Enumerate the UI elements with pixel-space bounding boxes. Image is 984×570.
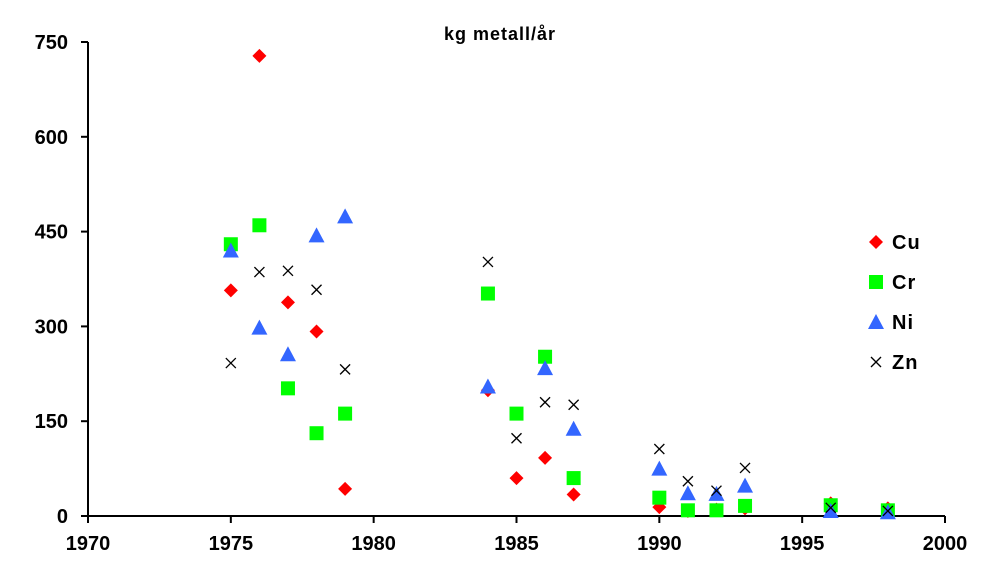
legend-marker-cr <box>869 275 883 289</box>
y-tick-label: 450 <box>35 222 68 244</box>
data-point-cu <box>509 471 524 486</box>
chart-title: kg metall/år <box>444 24 556 44</box>
data-point-cu <box>538 450 553 465</box>
series-zn <box>225 256 894 517</box>
series-cu <box>223 48 895 518</box>
data-point-ni <box>308 227 325 243</box>
data-point-cr <box>738 498 753 513</box>
data-point-zn <box>682 475 694 487</box>
data-point-cr <box>480 286 495 301</box>
data-point-zn <box>482 256 494 268</box>
x-tick-label: 1985 <box>494 533 539 555</box>
data-point-cr <box>280 381 295 396</box>
legend: Cu Cr Ni Zn <box>868 232 921 374</box>
data-point-zn <box>282 265 294 277</box>
data-point-zn <box>339 363 351 375</box>
data-point-cr <box>538 349 553 364</box>
data-point-cr <box>709 503 724 518</box>
data-point-cr <box>252 218 267 233</box>
data-point-zn <box>882 505 894 517</box>
legend-label-cr: Cr <box>892 272 916 294</box>
data-point-zn <box>311 284 322 296</box>
data-point-cu <box>252 48 267 63</box>
data-point-ni <box>222 242 239 258</box>
data-point-zn <box>539 396 551 408</box>
data-point-zn <box>711 485 722 497</box>
data-point-zn <box>511 432 522 444</box>
legend-marker-ni <box>868 314 884 329</box>
data-point-zn <box>825 502 837 514</box>
data-point-cr <box>338 406 353 421</box>
plot-area <box>222 48 896 520</box>
data-point-cu <box>309 324 324 339</box>
data-point-zn <box>225 357 237 369</box>
x-tick-label: 1970 <box>66 533 111 555</box>
legend-item-cr: Cr <box>869 272 916 294</box>
data-point-ni <box>479 378 496 394</box>
x-tick-label: 1990 <box>637 533 682 555</box>
legend-label-ni: Ni <box>892 312 914 334</box>
series-cr <box>223 218 895 518</box>
data-point-cu <box>566 487 581 502</box>
y-tick-label: 150 <box>35 411 68 433</box>
legend-item-cu: Cu <box>869 232 921 254</box>
data-point-zn <box>653 443 665 455</box>
axes: 0 150 300 450 600 750 1970 1975 1980 1985 1990 1995… <box>35 32 968 555</box>
y-tick-label: 600 <box>35 127 68 149</box>
data-point-ni <box>279 346 296 362</box>
data-point-cr <box>680 503 695 518</box>
y-tick-label: 0 <box>57 506 68 528</box>
data-point-ni <box>737 477 754 493</box>
data-point-ni <box>565 420 582 436</box>
y-tick-label: 750 <box>35 32 68 54</box>
data-point-ni <box>822 502 839 518</box>
legend-label-cu: Cu <box>892 232 921 254</box>
data-point-cr <box>309 426 324 441</box>
data-point-cr <box>509 406 524 421</box>
x-tick-label: 2000 <box>923 533 968 555</box>
data-point-cu <box>280 295 295 310</box>
legend-label-zn: Zn <box>892 352 918 374</box>
y-tick-label: 300 <box>35 316 68 338</box>
data-point-zn <box>568 399 580 411</box>
legend-marker-zn <box>870 356 882 368</box>
data-point-ni <box>651 460 668 476</box>
data-point-ni <box>251 319 268 335</box>
data-point-zn <box>739 462 751 474</box>
data-point-ni <box>679 485 696 501</box>
data-point-ni <box>537 360 554 376</box>
x-tick-label: 1975 <box>209 533 254 555</box>
data-point-cr <box>566 471 581 486</box>
data-point-cr <box>652 490 667 505</box>
series-ni <box>222 208 896 520</box>
data-point-ni <box>337 208 354 224</box>
legend-marker-cu <box>869 235 883 249</box>
legend-item-ni: Ni <box>868 312 914 334</box>
data-point-cu <box>338 481 353 496</box>
data-point-cu <box>223 283 238 298</box>
x-tick-label: 1980 <box>351 533 396 555</box>
legend-item-zn: Zn <box>870 352 918 374</box>
data-point-zn <box>253 266 265 278</box>
data-point-ni <box>708 485 725 501</box>
x-tick-label: 1995 <box>780 533 825 555</box>
